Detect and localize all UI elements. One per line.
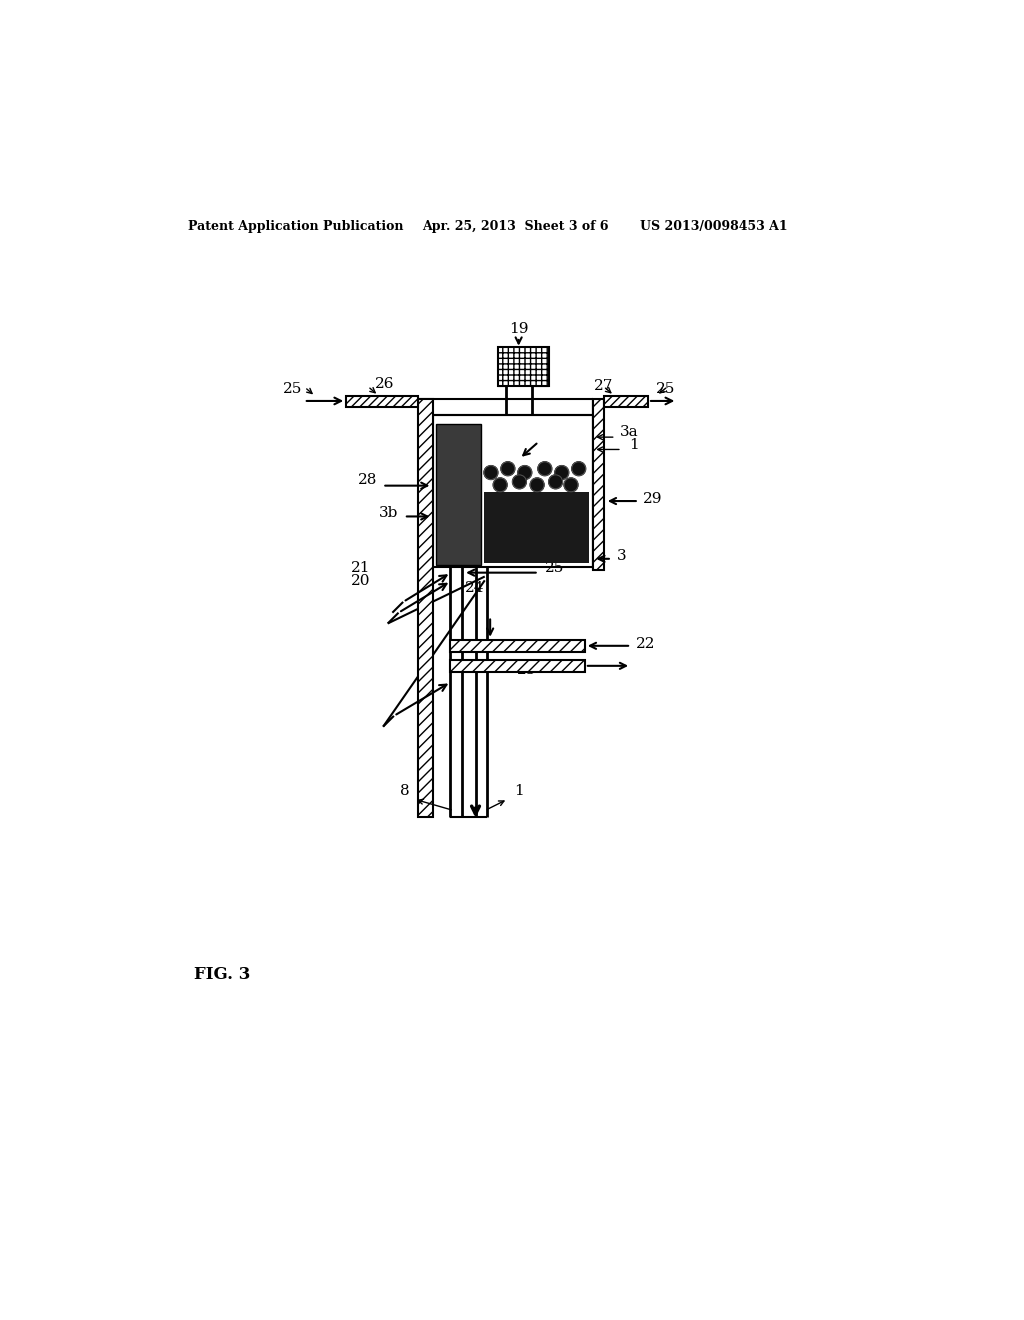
Text: Patent Application Publication: Patent Application Publication (188, 219, 403, 232)
Text: 20: 20 (351, 574, 371, 589)
Circle shape (538, 462, 552, 475)
Bar (593, 400, 604, 570)
Circle shape (512, 475, 526, 488)
Text: 3b: 3b (379, 506, 398, 520)
Text: 25: 25 (656, 383, 676, 396)
Text: 22: 22 (636, 636, 655, 651)
Bar (436, 424, 481, 565)
Text: 27: 27 (594, 379, 613, 392)
Bar (451, 660, 585, 672)
Text: 25: 25 (283, 383, 302, 396)
Bar (418, 400, 433, 817)
Circle shape (564, 478, 578, 492)
Text: 8: 8 (399, 784, 410, 799)
Circle shape (494, 478, 507, 492)
Text: Apr. 25, 2013  Sheet 3 of 6: Apr. 25, 2013 Sheet 3 of 6 (422, 219, 608, 232)
Bar (484, 492, 590, 564)
Text: 1: 1 (514, 784, 523, 799)
Text: 21: 21 (351, 561, 371, 576)
Text: 3: 3 (617, 549, 627, 564)
Text: 1: 1 (630, 438, 639, 451)
Circle shape (530, 478, 544, 492)
Bar (451, 640, 585, 652)
Text: 23: 23 (517, 664, 537, 677)
Circle shape (501, 462, 515, 475)
Text: 28: 28 (357, 474, 377, 487)
Text: 19: 19 (509, 322, 528, 337)
Text: 25: 25 (545, 561, 564, 576)
Circle shape (518, 466, 531, 479)
Bar (346, 396, 418, 407)
Text: US 2013/0098453 A1: US 2013/0098453 A1 (640, 219, 787, 232)
Text: 24: 24 (465, 581, 484, 595)
Bar (498, 347, 549, 385)
Text: 26: 26 (375, 378, 394, 391)
Circle shape (555, 466, 568, 479)
Text: 3a: 3a (620, 425, 638, 438)
Circle shape (484, 466, 498, 479)
Circle shape (549, 475, 562, 488)
Text: 29: 29 (643, 492, 663, 506)
Circle shape (571, 462, 586, 475)
Bar (604, 396, 648, 407)
Text: FIG. 3: FIG. 3 (194, 966, 250, 983)
